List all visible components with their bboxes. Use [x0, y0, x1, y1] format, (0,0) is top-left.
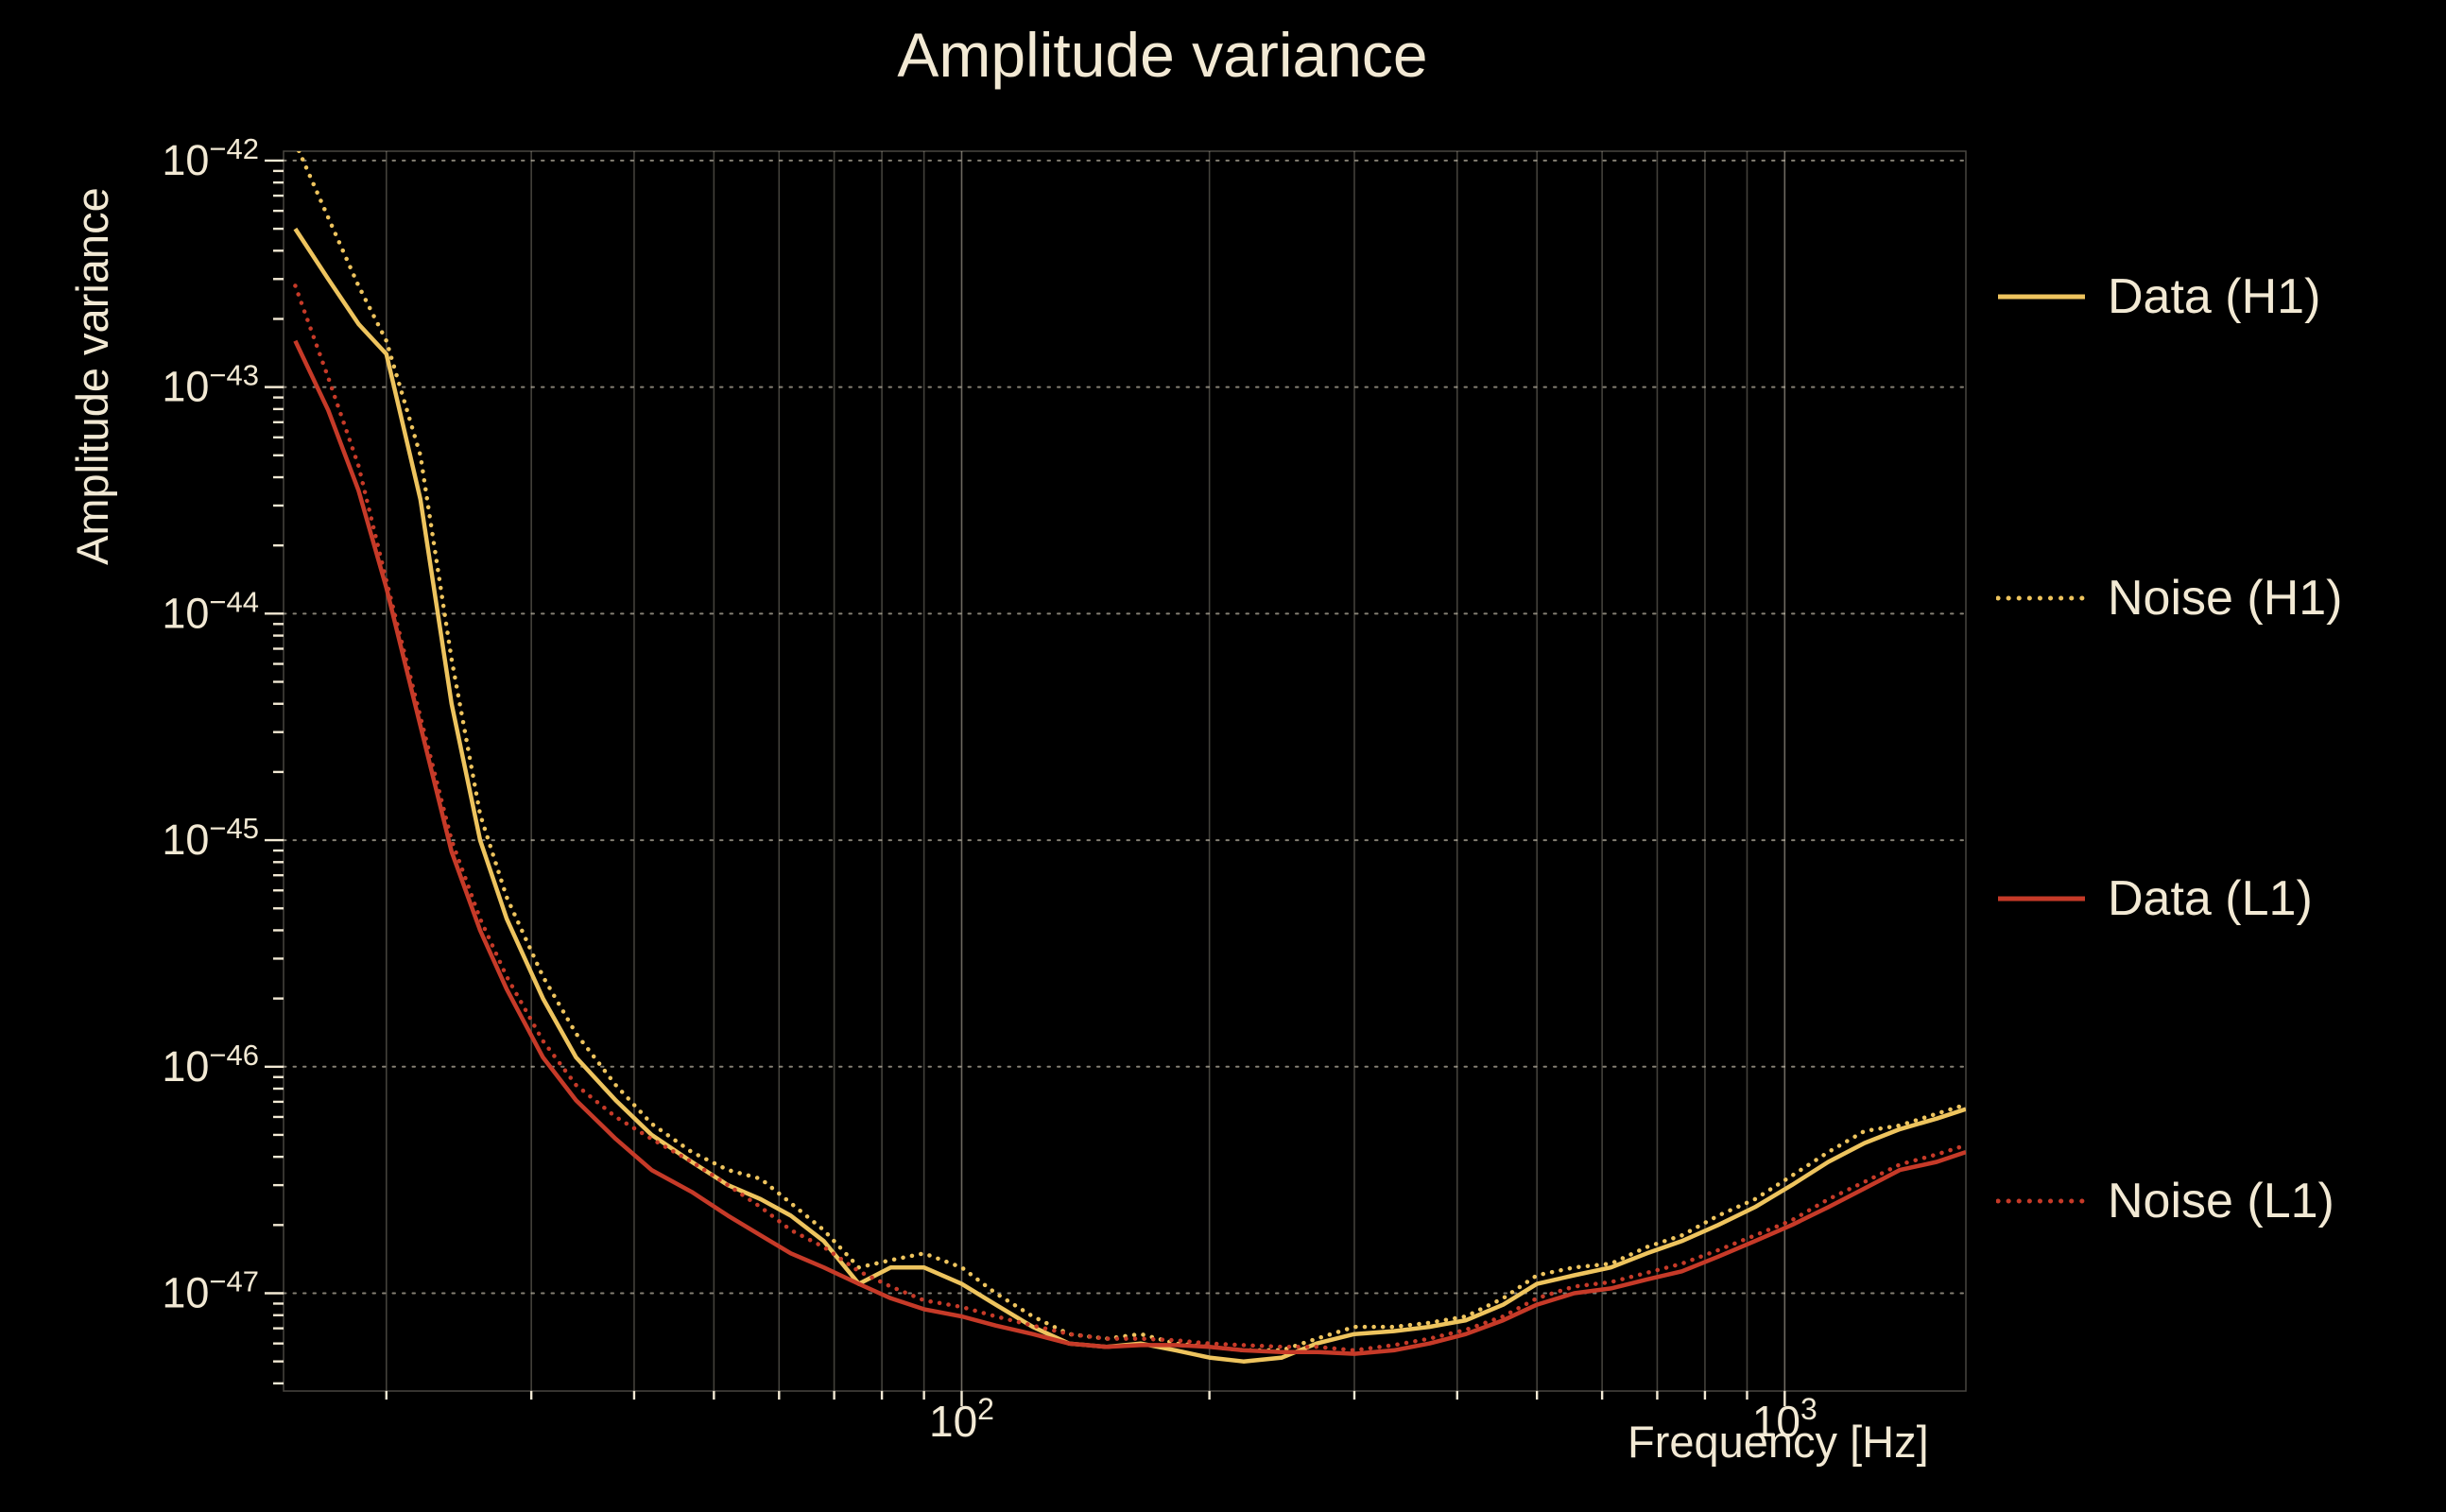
legend-line-sample-data-l1	[1998, 896, 2085, 902]
axis-ticks	[265, 159, 1786, 1406]
legend-label-data-h1: Data (H1)	[2108, 269, 2321, 324]
legend-item-noise-l1: Noise (L1)	[1996, 1173, 2334, 1229]
legend-line-sample-noise-h1	[1996, 595, 2087, 601]
vertical-gridlines	[386, 151, 1786, 1391]
x-axis-label: Frequency [Hz]	[1628, 1417, 1929, 1467]
svg-text:103: 103	[1752, 1392, 1817, 1446]
legend-item-data-h1: Data (H1)	[1996, 268, 2320, 325]
x-tick-labels: 102 103	[929, 1392, 1817, 1446]
plot-frame	[283, 150, 1967, 1392]
y-axis-label: Amplitude variance	[67, 187, 117, 565]
legend: Data (H1) Noise (H1) Data (L1) Noise (L1…	[1996, 0, 2440, 1512]
legend-line-sample-noise-l1	[1996, 1198, 2087, 1204]
svg-text:10−45: 10−45	[162, 812, 259, 864]
y-tick-labels: 10−42 10−43 10−44 10−45 10−46 10−47	[162, 132, 259, 1317]
svg-text:10−47: 10−47	[162, 1264, 259, 1316]
legend-label-noise-l1: Noise (L1)	[2108, 1174, 2334, 1228]
chart-title: Amplitude variance	[897, 20, 1428, 90]
series-group	[293, 151, 1966, 1364]
legend-item-data-l1: Data (L1)	[1996, 870, 2313, 927]
svg-text:10−42: 10−42	[162, 132, 259, 184]
legend-label-noise-h1: Noise (H1)	[2108, 571, 2343, 626]
series-line-noise-h1	[296, 151, 1966, 1353]
legend-item-noise-h1: Noise (H1)	[1996, 570, 2343, 627]
svg-text:10−44: 10−44	[162, 585, 259, 637]
svg-text:10−46: 10−46	[162, 1039, 259, 1091]
svg-text:102: 102	[929, 1392, 994, 1446]
series-line-data-l1	[293, 339, 1966, 1356]
horizontal-gridlines	[283, 159, 1967, 1295]
series-line-noise-l1	[293, 284, 1966, 1353]
svg-text:10−43: 10−43	[162, 359, 259, 411]
legend-line-sample-data-h1	[1998, 294, 2085, 300]
series-line-data-h1	[293, 227, 1966, 1364]
legend-label-data-l1: Data (L1)	[2108, 871, 2313, 926]
